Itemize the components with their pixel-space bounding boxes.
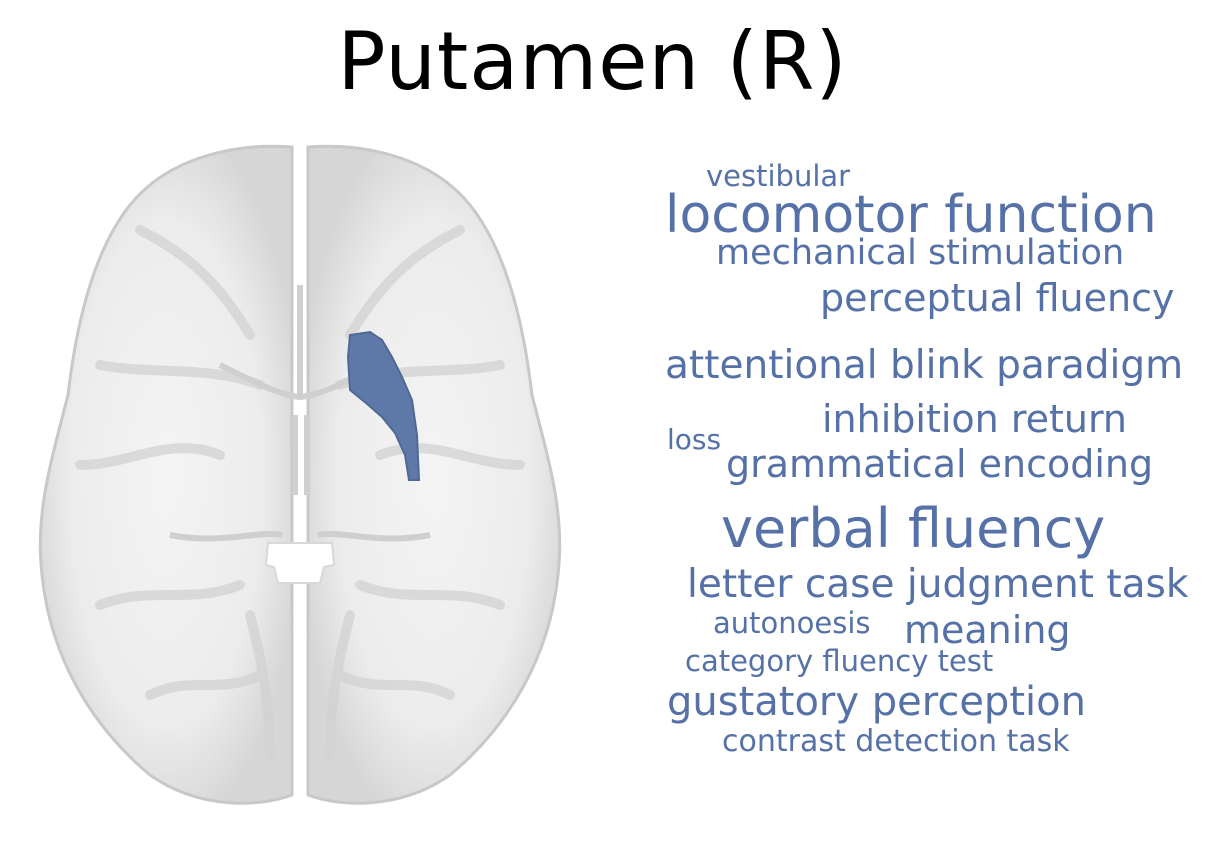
word-loss: loss: [667, 423, 722, 456]
word-grammatical-encoding: grammatical encoding: [726, 442, 1154, 486]
midbrain-notch: [264, 542, 336, 584]
word-contrast-detection-task: contrast detection task: [722, 724, 1070, 759]
word-autonoesis: autonoesis: [713, 606, 871, 640]
word-attentional-blink-paradigm: attentional blink paradigm: [665, 343, 1184, 388]
word-letter-case-judgment-task: letter case judgment task: [687, 562, 1189, 607]
word-locomotor-function: locomotor function: [665, 185, 1157, 245]
region-title: Putamen (R): [337, 15, 848, 108]
brain-axial-slice-image: [38, 144, 562, 805]
word-vestibular: vestibular: [706, 159, 851, 193]
putamen-roi: [346, 330, 421, 481]
word-inhibition-return: inhibition return: [822, 397, 1128, 441]
word-gustatory-perception: gustatory perception: [667, 679, 1086, 725]
word-category-fluency-test: category fluency test: [685, 644, 994, 678]
word-meaning: meaning: [904, 608, 1071, 652]
word-verbal-fluency: verbal fluency: [721, 497, 1106, 560]
word-mechanical-stimulation: mechanical stimulation: [716, 233, 1125, 273]
word-perceptual-fluency: perceptual fluency: [820, 276, 1175, 320]
